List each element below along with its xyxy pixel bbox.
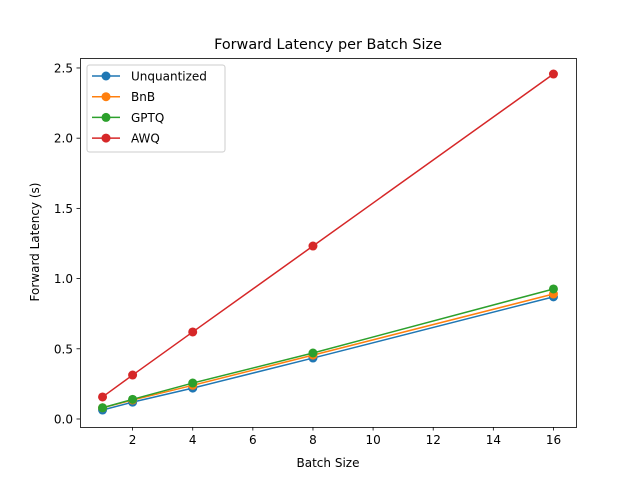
data-point-gptq: [128, 394, 138, 404]
data-point-gptq: [188, 378, 198, 388]
legend-marker-awq: [101, 133, 111, 143]
x-tick-label: 10: [365, 433, 380, 447]
legend-marker-gptq: [101, 112, 111, 122]
x-tick-label: 16: [546, 433, 561, 447]
legend-label-gptq: GPTQ: [131, 111, 164, 125]
y-tick-label: 1.5: [54, 202, 73, 216]
plot-area-frame: [80, 58, 577, 428]
y-tick-label: 0.5: [54, 342, 73, 356]
data-point-gptq: [308, 348, 318, 358]
data-point-awq: [548, 69, 558, 79]
data-point-awq: [128, 370, 138, 380]
series-line-bnb: [102, 293, 554, 409]
data-point-gptq: [548, 284, 558, 294]
y-tick-label: 2.5: [54, 61, 73, 75]
legend-marker-bnb: [101, 92, 111, 102]
x-tick-label: 4: [189, 433, 197, 447]
legend-marker-unquantized: [101, 71, 111, 81]
data-point-awq: [188, 327, 198, 337]
legend-box: [86, 64, 226, 153]
x-tick-label: 6: [249, 433, 257, 447]
x-tick-label: 8: [309, 433, 317, 447]
y-tick-label: 2.0: [54, 132, 73, 146]
y-tick-label: 0.0: [54, 412, 73, 426]
x-tick-label: 12: [426, 433, 441, 447]
legend: Unquantized BnB GPTQ AWQ: [86, 64, 226, 153]
data-point-gptq: [98, 403, 108, 413]
legend-label-awq: AWQ: [131, 132, 160, 146]
data-point-awq: [308, 241, 318, 251]
chart-title: Forward Latency per Batch Size: [214, 37, 442, 53]
x-tick-label: 2: [129, 433, 137, 447]
legend-label-unquantized: Unquantized: [131, 70, 207, 84]
x-tick-label: 14: [486, 433, 501, 447]
x-axis-label: Batch Size: [297, 456, 360, 470]
data-point-awq: [98, 392, 108, 402]
series-line-unquantized: [102, 296, 554, 411]
y-tick-label: 1.0: [54, 272, 73, 286]
legend-label-bnb: BnB: [131, 90, 155, 104]
y-axis-label: Forward Latency (s): [28, 183, 42, 302]
